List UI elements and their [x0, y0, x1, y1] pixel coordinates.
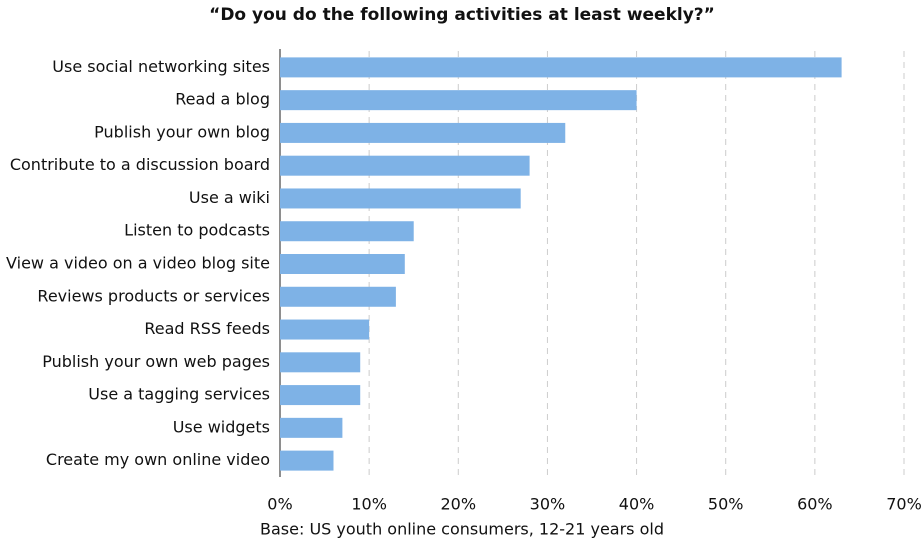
y-tick-label: Publish your own blog: [94, 122, 270, 141]
bar: [280, 385, 361, 406]
x-tick-label: 10%: [351, 495, 387, 514]
x-tick-label: 50%: [708, 495, 744, 514]
x-tick-label: 20%: [441, 495, 477, 514]
x-tick-label: 60%: [797, 495, 833, 514]
y-tick-label: Read RSS feeds: [144, 319, 270, 338]
bar: [280, 450, 334, 471]
x-tick-label: 70%: [886, 495, 922, 514]
y-tick-label: Contribute to a discussion board: [10, 155, 270, 174]
bar: [280, 352, 361, 373]
y-tick-label: Use widgets: [173, 417, 270, 436]
bar: [280, 319, 370, 340]
bar: [280, 155, 530, 176]
bar: [280, 57, 842, 78]
bar: [280, 221, 414, 242]
y-tick-label: Read a blog: [175, 90, 270, 109]
y-tick-label: View a video on a video blog site: [6, 254, 270, 273]
x-tick-label: 30%: [530, 495, 566, 514]
y-tick-label: Publish your own web pages: [42, 352, 270, 371]
x-axis-label: Base: US youth online consumers, 12-21 y…: [260, 520, 664, 539]
y-tick-label: Use social networking sites: [52, 57, 270, 76]
y-tick-label: Reviews products or services: [37, 286, 270, 305]
bar: [280, 417, 343, 438]
y-tick-label: Use a tagging services: [88, 385, 270, 404]
x-tick-label: 0%: [267, 495, 292, 514]
x-tick-label: 40%: [619, 495, 655, 514]
bar: [280, 254, 405, 274]
bar: [280, 188, 521, 209]
chart-title: “Do you do the following activities at l…: [209, 5, 715, 25]
y-tick-label: Use a wiki: [189, 188, 270, 207]
bar: [280, 122, 566, 143]
y-tick-label: Listen to podcasts: [124, 221, 270, 240]
bar: [280, 90, 637, 111]
y-tick-label: Create my own online video: [46, 450, 270, 469]
bar: [280, 286, 396, 307]
